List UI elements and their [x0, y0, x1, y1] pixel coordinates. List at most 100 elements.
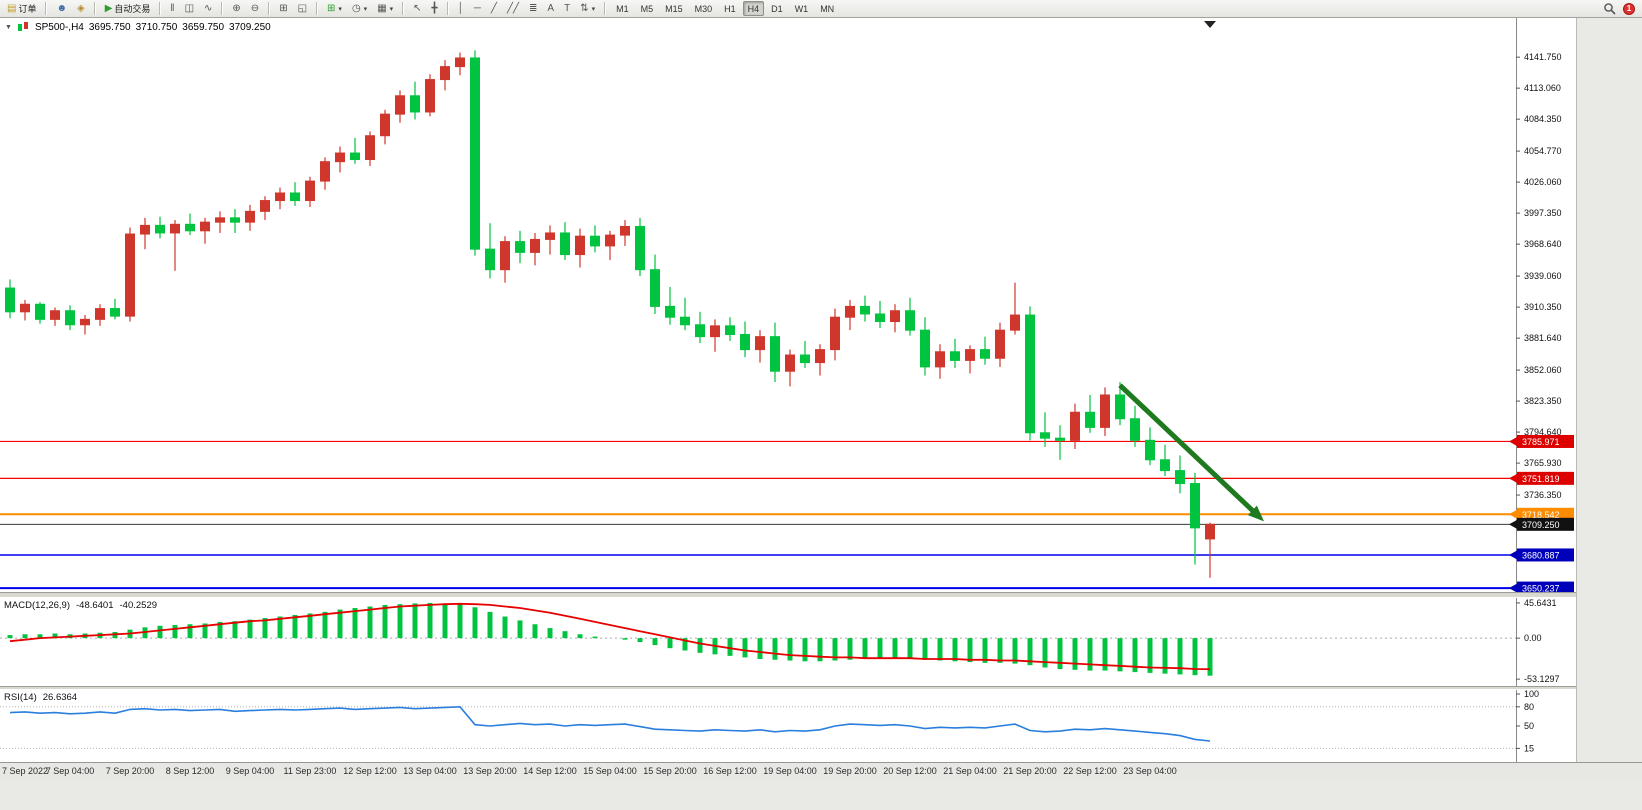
timeframe-m15-button[interactable]: M15 [660, 1, 688, 16]
price-axis-label: 3939.060 [1524, 271, 1562, 281]
candlestick-chart-icon: ◫ [184, 2, 195, 14]
trend-arrow-annotation[interactable] [1118, 383, 1259, 517]
time-axis-label: 13 Sep 20:00 [463, 766, 517, 776]
horizontal-line-tool-icon: ─ [473, 2, 481, 14]
candlestick-chart-button[interactable]: ◫ [181, 1, 198, 16]
auto-trading-button[interactable]: ▶ 自动交易 [101, 1, 155, 16]
svg-text:3785.971: 3785.971 [1522, 437, 1560, 447]
svg-text:3751.819: 3751.819 [1522, 474, 1560, 484]
label-tool-button[interactable]: T [560, 1, 574, 16]
candle [1160, 444, 1170, 476]
candle [500, 236, 510, 283]
indicators-button[interactable]: ⊞ [275, 1, 291, 16]
channel-tool-button[interactable]: ╱╱ [503, 1, 523, 16]
rsi-axis[interactable]: 100 80 50 15 [1516, 690, 1539, 762]
timeframe-d1-button[interactable]: D1 [766, 1, 788, 16]
main-price-chart-panel[interactable]: 4141.750 4113.060 4084.350 4054.770 4026.060… [0, 18, 1576, 592]
toolbar-separator [93, 2, 96, 15]
new-order-button[interactable]: ▤ 订单 [3, 1, 40, 16]
crosshair-tool-button[interactable]: ╋ [428, 1, 442, 16]
current-price-badge: 3709.250 [1509, 517, 1574, 531]
notification-badge[interactable]: 1 [1623, 2, 1635, 15]
horizontal-line-tool-button[interactable]: ─ [470, 1, 485, 16]
candle [365, 131, 375, 166]
candle [605, 230, 615, 260]
line-chart-icon: ∿ [204, 2, 213, 14]
candle [440, 60, 450, 91]
timeframe-m1-button[interactable]: M1 [611, 1, 634, 16]
market-button[interactable]: ◈ [73, 1, 89, 16]
macd-indicator-panel[interactable]: 45.6431 0.00 -53.1297 [0, 598, 1576, 686]
timeframe-mn-button[interactable]: MN [815, 1, 839, 16]
toolbar-separator [268, 2, 271, 15]
chart-title-bar: ▼ SP500-,H4 3695.750 3710.750 3659.750 3… [5, 22, 271, 33]
profiles-button[interactable]: ◷ ▾ [348, 1, 371, 16]
chart-collapse-icon[interactable]: ▼ [5, 24, 12, 31]
main-chart[interactable]: 4141.750 4113.060 4084.350 4054.770 4026.060… [0, 18, 1576, 592]
price-axis-label: 3852.060 [1524, 365, 1562, 375]
macd-chart[interactable]: 45.6431 0.00 -53.1297 [0, 598, 1576, 686]
candle [185, 213, 195, 236]
arrows-tool-button[interactable]: ⇅ ▾ [576, 1, 599, 16]
toolbar-separator [316, 2, 319, 15]
vertical-line-tool-icon: │ [457, 2, 464, 14]
text-tool-button[interactable]: A [543, 1, 558, 16]
candle [1010, 282, 1020, 335]
svg-text:3680.887: 3680.887 [1522, 550, 1560, 560]
candle [890, 304, 900, 333]
line-chart-button[interactable]: ∿ [200, 1, 216, 16]
channel-tool-icon: ╱╱ [506, 2, 519, 14]
cursor-tool-button[interactable]: ↖ [409, 1, 425, 16]
panel-splitter[interactable] [0, 686, 1576, 690]
timeframe-h1-button[interactable]: H1 [719, 1, 741, 16]
rsi-axis-label: 80 [1524, 702, 1534, 712]
vertical-line-tool-button[interactable]: │ [454, 1, 468, 16]
panel-splitter[interactable] [0, 592, 1576, 598]
zoom-out-button[interactable]: ⊖ [247, 1, 263, 16]
ohlc-high-value: 3710.750 [135, 22, 178, 33]
candle [725, 317, 735, 341]
timeframe-m5-button[interactable]: M5 [636, 1, 659, 16]
new-order-icon: ▤ [7, 2, 17, 14]
macd-signal-value: -40.2529 [119, 600, 158, 611]
candle [320, 157, 330, 190]
candle [545, 225, 555, 255]
community-button[interactable]: ☻ [52, 1, 71, 16]
candle [155, 216, 165, 239]
timeframe-h4-button[interactable]: H4 [742, 1, 765, 16]
toolbar-separator [446, 2, 449, 15]
rsi-indicator-label: RSI(14) 26.6364 [4, 692, 77, 703]
candle [215, 211, 225, 233]
candle [335, 146, 345, 173]
price-axis-label: 3736.350 [1524, 490, 1562, 500]
macd-label-text: MACD(12,26,9) [4, 600, 70, 611]
trendline-tool-button[interactable]: ╱ [487, 1, 501, 16]
candle [740, 321, 750, 358]
bar-chart-button[interactable]: ‖ [166, 1, 178, 16]
time-axis-label: 7 Sep 2022 [2, 766, 49, 776]
price-level-badge: 3718.542 [1509, 507, 1574, 521]
toolbar-separator [402, 2, 405, 15]
macd-axis[interactable]: 45.6431 0.00 -53.1297 [1516, 598, 1560, 686]
zoom-in-button[interactable]: ⊕ [228, 1, 244, 16]
search-icon[interactable] [1603, 2, 1616, 15]
fibonacci-tool-button[interactable]: ≣ [525, 1, 541, 16]
candle [905, 297, 915, 336]
templates-button[interactable]: ▦ ▾ [373, 1, 397, 16]
time-axis[interactable]: 7 Sep 2022 7 Sep 04:00 7 Sep 20:00 8 Sep 12… [0, 762, 1642, 780]
candle [395, 90, 405, 123]
timeframe-m30-button[interactable]: M30 [690, 1, 718, 16]
timeframe-w1-button[interactable]: W1 [790, 1, 814, 16]
candle [1100, 387, 1110, 437]
candle [665, 286, 675, 325]
text-tool-icon: A [547, 2, 555, 14]
toolbar-separator [45, 2, 48, 15]
candle [980, 336, 990, 365]
rsi-chart[interactable]: 100 80 50 15 [0, 690, 1576, 762]
rsi-indicator-panel[interactable]: 100 80 50 15 [0, 690, 1576, 762]
price-axis[interactable]: 4141.750 4113.060 4084.350 4054.770 4026.060… [1509, 18, 1574, 592]
new-chart-button[interactable]: ⊞ ▾ [323, 1, 346, 16]
tile-windows-button[interactable]: ◱ [294, 1, 311, 16]
candle [920, 317, 930, 376]
